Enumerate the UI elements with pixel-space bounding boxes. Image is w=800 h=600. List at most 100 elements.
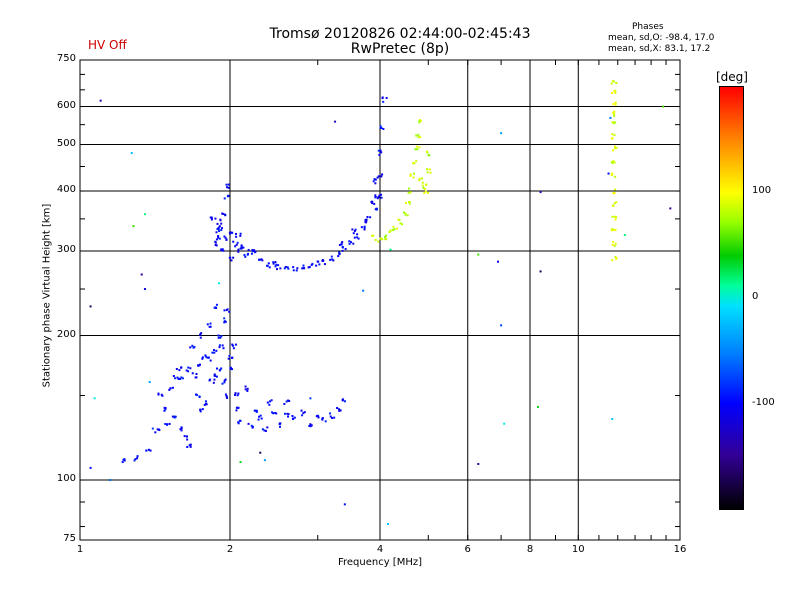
echo-point (195, 393, 198, 396)
echo-point (232, 347, 235, 350)
echo-point (323, 263, 326, 266)
echo-point (285, 400, 288, 403)
echo-point (428, 168, 431, 171)
echo-point (415, 160, 418, 163)
echo-point (386, 522, 389, 525)
echo-point (406, 214, 409, 217)
echo-point (225, 238, 228, 241)
echo-point (221, 248, 224, 251)
echo-point (133, 459, 136, 462)
echo-point (223, 381, 226, 384)
echo-point (612, 192, 615, 195)
echo-point (187, 370, 190, 373)
echo-point (161, 394, 164, 397)
echo-point (214, 241, 217, 244)
echo-point (195, 376, 198, 379)
echo-point (189, 443, 192, 446)
echo-point (342, 398, 345, 401)
echo-point (292, 418, 295, 421)
y-tick-label: 200 (56, 328, 76, 340)
echo-point (275, 412, 278, 415)
echo-point (348, 240, 351, 243)
echo-point (385, 96, 388, 99)
echo-point (220, 227, 223, 230)
echo-point (309, 425, 312, 428)
echo-point (171, 386, 174, 389)
echo-point (389, 229, 392, 232)
echo-point (235, 243, 238, 246)
hv-status-label: HV Off (88, 38, 127, 52)
echo-point (343, 503, 346, 506)
echo-point (217, 336, 220, 339)
echo-point (234, 392, 237, 395)
echo-point (539, 191, 542, 194)
echo-point (425, 150, 428, 153)
echo-point (123, 458, 126, 461)
echo-point (212, 381, 215, 384)
echo-point (296, 267, 299, 270)
echo-point (266, 426, 269, 429)
y-tick-label: 600 (56, 99, 76, 111)
echo-point (370, 200, 373, 203)
echo-point (317, 415, 320, 418)
echo-point (352, 242, 355, 245)
echo-point (237, 250, 240, 253)
echo-point (215, 349, 218, 352)
echo-point (379, 149, 382, 152)
echo-point (274, 261, 277, 264)
echo-point (310, 263, 313, 266)
echo-point (614, 256, 617, 259)
echo-point (615, 201, 618, 204)
echo-point (132, 225, 135, 228)
echo-point (613, 215, 616, 218)
echo-point (338, 408, 341, 411)
echo-point (224, 213, 227, 216)
echo-point (121, 461, 124, 464)
echo-point (615, 81, 618, 84)
echo-point (415, 134, 418, 137)
echo-point (401, 223, 404, 226)
echo-point (263, 459, 266, 462)
echo-point (338, 409, 341, 412)
echo-point (424, 190, 427, 193)
echo-point (613, 134, 616, 137)
echo-point (268, 403, 271, 406)
echo-point (408, 202, 411, 205)
echo-point (364, 219, 367, 222)
echo-point (160, 393, 163, 396)
echo-point (615, 146, 618, 149)
echo-point (244, 385, 247, 388)
echo-point (189, 445, 192, 448)
echo-point (168, 388, 171, 391)
echo-point (220, 222, 223, 225)
echo-point (426, 191, 429, 194)
x-tick-label: 16 (673, 544, 687, 555)
echo-point (186, 435, 189, 438)
echo-point (222, 347, 225, 350)
x-tick-label: 6 (464, 544, 471, 555)
echo-point (270, 399, 273, 402)
echo-point (381, 173, 384, 176)
echo-point (610, 174, 613, 177)
echo-point (389, 248, 392, 251)
echo-point (500, 132, 503, 135)
y-tick-label: 400 (56, 184, 76, 196)
echo-point (93, 397, 96, 400)
echo-point (109, 479, 112, 482)
echo-point (286, 412, 289, 415)
echo-point (255, 410, 258, 413)
echo-point (381, 238, 384, 241)
echo-point (221, 344, 224, 347)
echo-point (218, 237, 221, 240)
echo-point (223, 309, 226, 312)
y-tick-label: 500 (56, 137, 76, 149)
echo-point (237, 392, 240, 395)
echo-point (217, 228, 220, 231)
echo-point (310, 424, 313, 427)
echo-point (615, 216, 618, 219)
echo-point (217, 226, 220, 229)
echo-point (613, 90, 616, 93)
echo-point (418, 177, 421, 180)
echo-point (412, 162, 415, 165)
echo-point (179, 377, 182, 380)
